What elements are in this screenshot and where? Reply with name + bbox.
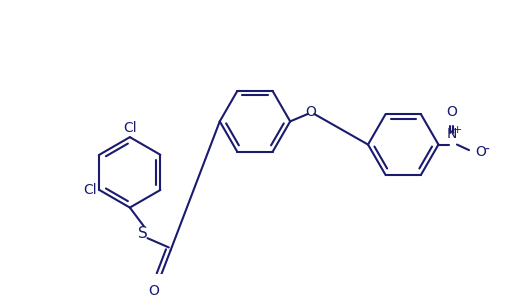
Text: Cl: Cl — [123, 121, 137, 135]
Text: O: O — [305, 105, 316, 119]
Text: O: O — [149, 284, 159, 296]
Text: S: S — [138, 226, 148, 241]
Text: -: - — [485, 143, 490, 157]
Text: O: O — [475, 145, 487, 159]
Text: Cl: Cl — [83, 183, 97, 197]
Text: N: N — [446, 127, 457, 141]
Text: O: O — [446, 104, 457, 119]
Text: +: + — [453, 125, 463, 135]
